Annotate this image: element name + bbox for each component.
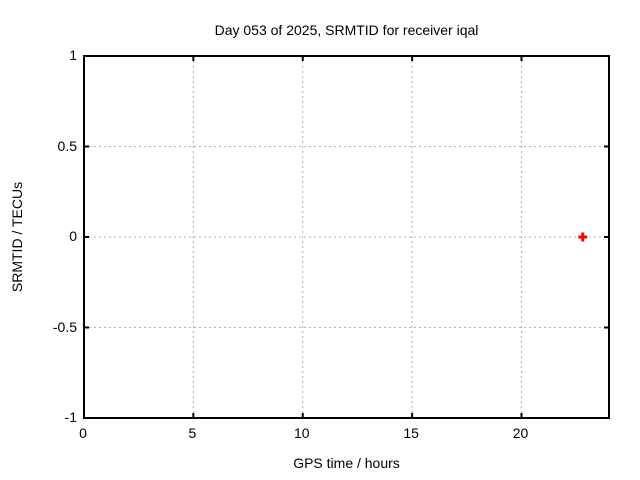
chart-title: Day 053 of 2025, SRMTID for receiver iqa…	[214, 22, 479, 38]
data-point-marker	[578, 232, 588, 242]
plot-border	[83, 55, 610, 419]
plot-area	[83, 55, 610, 419]
x-axis-label: GPS time / hours	[293, 455, 400, 471]
x-tick-label: 15	[403, 425, 419, 441]
y-tick-label: -1	[64, 409, 77, 425]
x-tick-label: 5	[188, 425, 197, 441]
y-tick-label: 0	[69, 228, 77, 244]
x-tick-label: 10	[293, 425, 310, 441]
y-tick-label: 0.5	[57, 137, 77, 154]
x-tick-label: 0	[79, 425, 87, 441]
y-tick-label: 1	[69, 47, 77, 63]
x-tick-label: 20	[512, 425, 529, 441]
y-tick-label: -0.5	[52, 318, 77, 335]
